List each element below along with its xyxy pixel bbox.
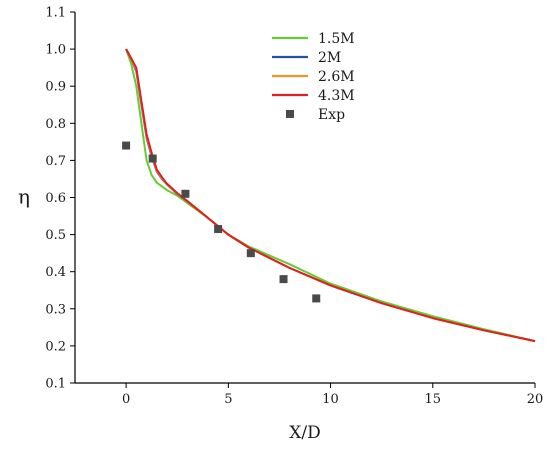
exp-data-point [148,154,157,163]
y-axis-title: η [18,185,30,209]
y-tick-label: 0.7 [45,154,66,169]
y-tick-label: 0.6 [45,191,66,206]
legend-label-exp: Exp [318,107,345,123]
x-tick-label: 20 [527,392,544,407]
exp-data-point [312,294,321,303]
y-tick-label: 1.0 [45,43,66,58]
y-tick-label: 0.4 [45,265,66,280]
x-axis-title: X/D [289,423,320,443]
y-tick-label: 0.1 [45,377,66,392]
series-line-1-5m [125,48,536,343]
legend-label-4-3m: 4.3M [318,88,355,104]
exp-data-point [122,141,131,150]
y-tick-label: 1.1 [45,6,66,21]
y-tick-label: 0.2 [45,339,66,354]
x-tick-label: 15 [425,392,442,407]
x-tick-label: 5 [224,392,232,407]
y-axis-ticks: 0.1 0.2 0.3 0.4 0.5 0.6 0.7 0.8 0.9 1.0 1.1 [45,6,75,392]
x-axis-ticks: 0 5 10 15 20 [122,383,543,407]
exp-data-point [246,249,255,258]
y-tick-label: 0.5 [45,228,66,243]
legend-label-2m: 2M [318,50,341,66]
exp-data-point [214,225,223,234]
legend: 1.5M 2M 2.6M 4.3M Exp [272,31,355,123]
y-tick-label: 0.8 [45,117,66,132]
exp-data-point [181,189,190,198]
exp-data-point [279,275,288,284]
legend-label-1-5m: 1.5M [318,31,355,47]
x-tick-label: 10 [322,392,339,407]
y-tick-label: 0.9 [45,80,66,95]
legend-label-2-6m: 2.6M [318,69,355,85]
y-tick-label: 0.3 [45,302,66,317]
plot-frame [74,12,535,384]
x-tick-label: 0 [122,392,130,407]
series-points [122,141,321,303]
legend-swatch-exp [286,110,294,118]
